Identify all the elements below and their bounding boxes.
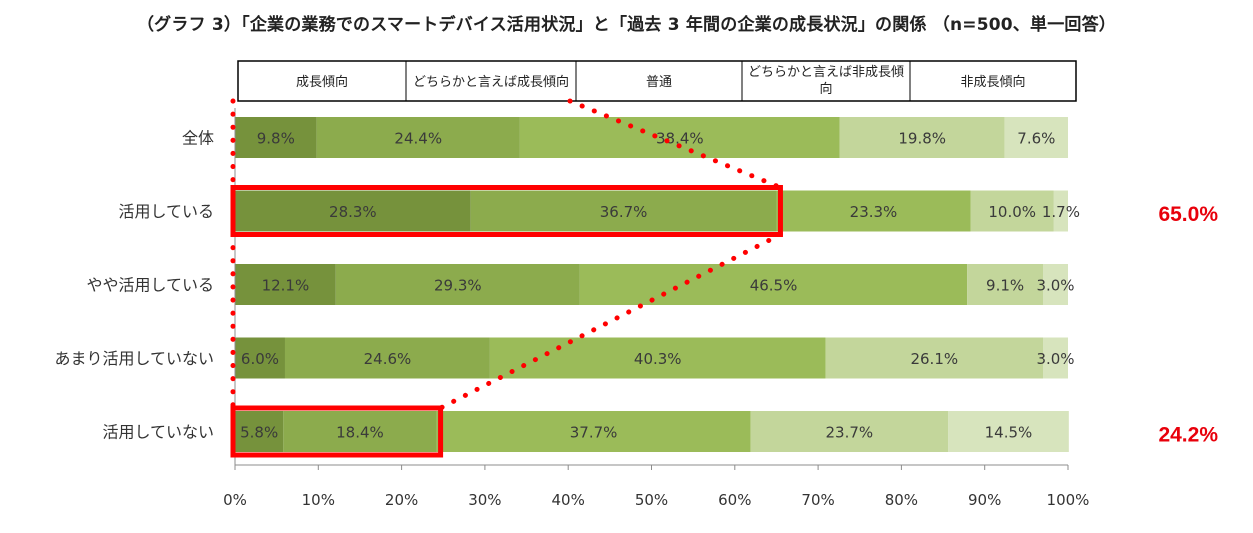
bar-segment bbox=[776, 190, 971, 232]
bar-value-label: 26.1% bbox=[910, 350, 958, 368]
bar-value-label: 9.1% bbox=[986, 277, 1024, 295]
bar-segment bbox=[519, 117, 840, 158]
bar-segment bbox=[284, 337, 490, 379]
bar-value-label: 7.6% bbox=[1017, 130, 1055, 148]
bar-segment bbox=[235, 264, 336, 305]
category-label: あまり活用していない bbox=[54, 349, 214, 368]
bar-segment bbox=[579, 264, 968, 305]
highlight-frame bbox=[230, 405, 444, 458]
chart-title: （グラフ 3）「企業の業務でのスマートデバイス活用状況」と「過去 3 年間の企業… bbox=[136, 15, 1117, 35]
legend-item-label: どちらかと言えば非成長傾 bbox=[748, 65, 904, 80]
bar-value-label: 19.8% bbox=[898, 130, 946, 148]
bar-segment bbox=[489, 337, 826, 379]
bar-value-label: 14.5% bbox=[985, 424, 1033, 442]
bar-value-label: 46.5% bbox=[750, 277, 798, 295]
legend-item-label: 向 bbox=[819, 81, 832, 97]
x-tick-label: 0% bbox=[223, 491, 247, 509]
dotted-connector bbox=[438, 232, 783, 411]
bar-segment bbox=[235, 117, 317, 158]
highlight-layer: 65.0% 24.2% bbox=[230, 98, 1218, 458]
bar-segment bbox=[825, 337, 1044, 379]
x-tick-label: 40% bbox=[552, 491, 585, 509]
bar-segment bbox=[335, 264, 580, 305]
category-label: 活用していない bbox=[102, 423, 214, 442]
x-tick-label: 100% bbox=[1047, 491, 1090, 509]
bar-segment bbox=[839, 117, 1005, 158]
legend-item-label: 普通 bbox=[646, 75, 672, 90]
bar-value-label: 1.7% bbox=[1042, 203, 1080, 221]
bar-value-label: 10.0% bbox=[988, 203, 1036, 221]
legend-item-label: どちらかと言えば成長傾向 bbox=[413, 74, 569, 90]
x-tick-label: 90% bbox=[968, 491, 1001, 509]
x-tick-label: 50% bbox=[635, 491, 668, 509]
x-tick-label: 20% bbox=[385, 491, 418, 509]
bar-value-label: 12.1% bbox=[262, 277, 310, 295]
x-tick-label: 80% bbox=[885, 491, 918, 509]
legend-item-label: 成長傾向 bbox=[296, 74, 348, 90]
legend-frame bbox=[237, 60, 1077, 102]
highlight-frame bbox=[230, 185, 783, 237]
x-tick-label: 10% bbox=[302, 491, 335, 509]
bar-segment bbox=[967, 264, 1044, 305]
bar-value-label: 3.0% bbox=[1036, 350, 1074, 368]
bars-layer: 全体 9.8% 24.4% 38.4% 19.8% 7.6%活用している 28.3% 36.7… bbox=[54, 117, 1080, 452]
x-axis: 0% 10% 20% 30% 40% 50% 60% 70% 80% 90% 100% bbox=[223, 108, 1089, 509]
bar-value-label: 37.7% bbox=[570, 424, 618, 442]
bar-segment bbox=[470, 190, 777, 232]
x-tick-label: 30% bbox=[468, 491, 501, 509]
bar-value-label: 18.4% bbox=[336, 424, 384, 442]
bar-value-label: 3.0% bbox=[1036, 277, 1074, 295]
bar-segment bbox=[1053, 190, 1068, 232]
highlight-callout: 24.2% bbox=[1158, 424, 1218, 447]
bar-value-label: 28.3% bbox=[329, 203, 377, 221]
bar-value-label: 5.8% bbox=[240, 424, 278, 442]
bar-segment bbox=[750, 411, 949, 452]
bar-value-label: 40.3% bbox=[634, 350, 682, 368]
category-label: 全体 bbox=[182, 129, 214, 148]
bar-segment bbox=[948, 411, 1069, 452]
bar-value-label: 23.3% bbox=[850, 203, 898, 221]
category-label: 活用している bbox=[118, 202, 214, 221]
bar-segment bbox=[1004, 117, 1068, 158]
legend-item-label: 非成長傾向 bbox=[960, 74, 1025, 90]
dotted-connector bbox=[567, 98, 783, 190]
highlight-callout: 65.0% bbox=[1158, 203, 1218, 226]
x-tick-label: 60% bbox=[718, 491, 751, 509]
bar-segment bbox=[316, 117, 520, 158]
bar-value-label: 23.7% bbox=[826, 424, 874, 442]
bar-segment bbox=[1043, 264, 1068, 305]
category-label: やや活用している bbox=[86, 276, 214, 295]
bar-segment bbox=[1043, 337, 1068, 379]
bar-value-label: 9.8% bbox=[257, 130, 295, 148]
bar-segment bbox=[235, 190, 471, 232]
x-tick-label: 70% bbox=[801, 491, 834, 509]
bar-segment bbox=[283, 411, 437, 452]
bar-value-label: 36.7% bbox=[600, 203, 648, 221]
bar-segment bbox=[235, 411, 284, 452]
bar-segment bbox=[970, 190, 1054, 232]
bar-value-label: 6.0% bbox=[241, 350, 279, 368]
bar-value-label: 24.6% bbox=[364, 350, 412, 368]
bar-value-label: 29.3% bbox=[434, 277, 482, 295]
bar-value-label: 24.4% bbox=[394, 130, 442, 148]
bar-segment bbox=[436, 411, 751, 452]
bar-segment bbox=[235, 337, 285, 379]
